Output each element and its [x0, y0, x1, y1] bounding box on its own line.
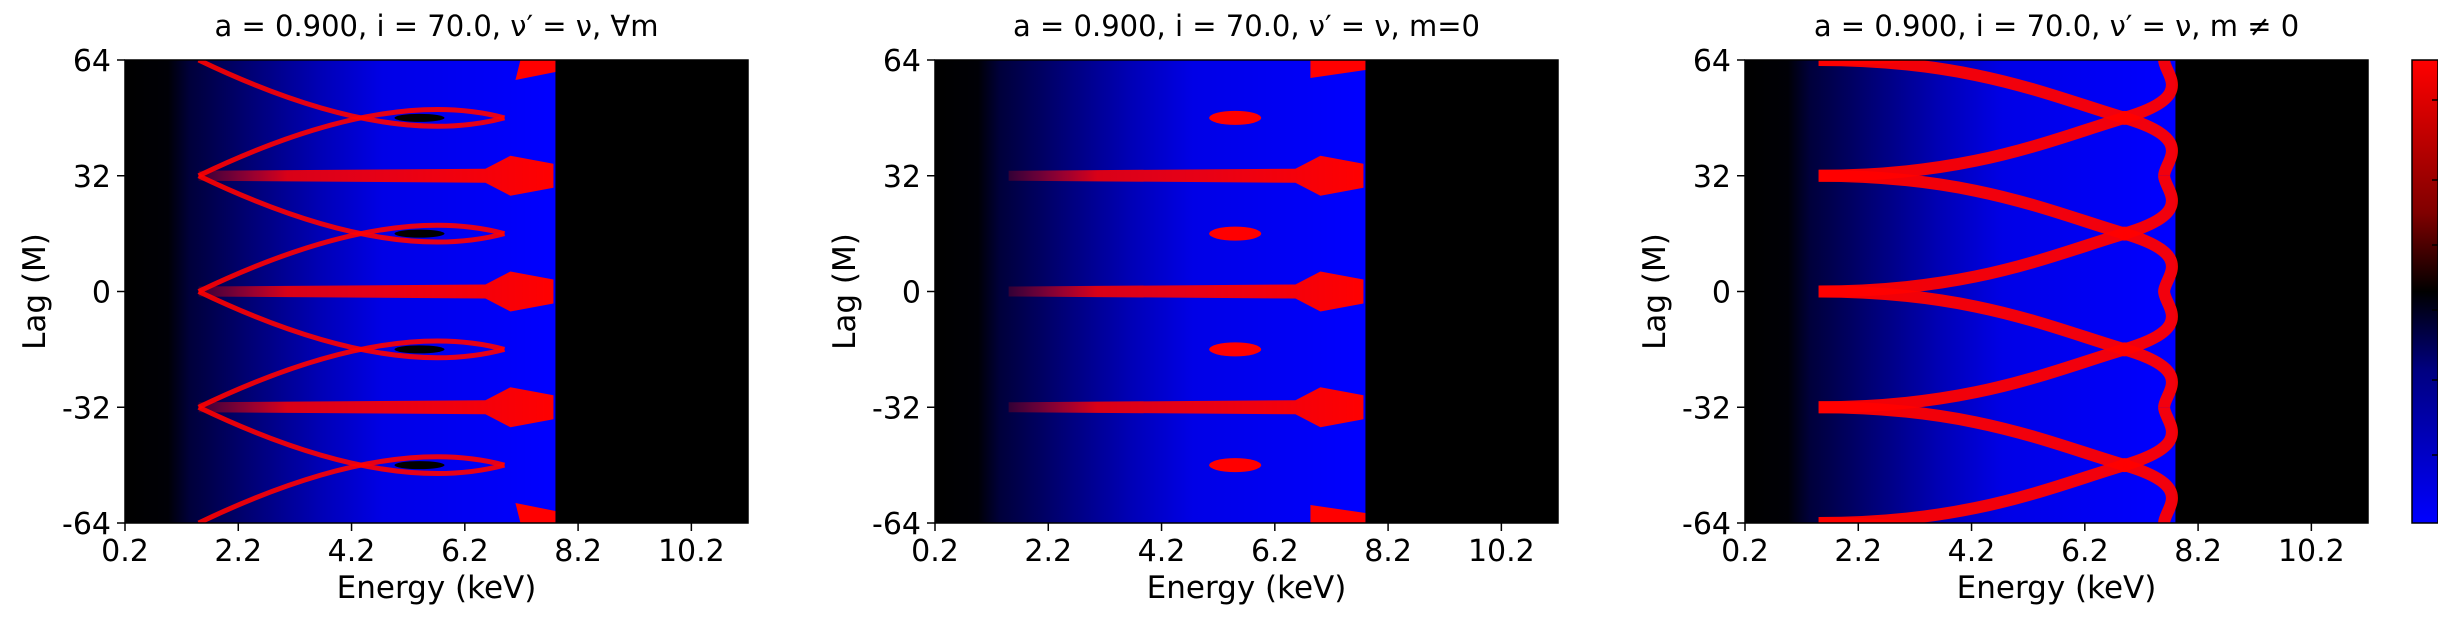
x-tick-label: 6.2: [2061, 534, 2109, 569]
red-arc: [197, 289, 506, 361]
red-arc: [197, 404, 506, 477]
y-tick-label: -32: [872, 391, 921, 426]
x-axis-label: Energy (keV): [337, 570, 537, 606]
red-spot: [1209, 342, 1262, 357]
y-tick-label: -32: [62, 391, 111, 426]
red-band: [1008, 155, 1364, 196]
x-tick-label: 8.2: [2174, 534, 2222, 569]
dark-spot: [394, 461, 445, 470]
x-tick-label: 4.2: [1138, 534, 1186, 569]
crossing-point: [2117, 110, 2132, 125]
x-tick-label: 0.2: [911, 534, 959, 569]
x-tick-label: 0.2: [1721, 534, 1769, 569]
red-band: [1818, 401, 2178, 523]
crossing-point: [2117, 226, 2132, 241]
colorbar: [2411, 59, 2438, 524]
red-arc: [197, 106, 506, 179]
x-tick-label: 10.2: [658, 534, 725, 569]
red-band: [1818, 285, 2178, 409]
y-tick-label: -64: [1682, 507, 1731, 542]
red-spot: [1209, 110, 1262, 125]
y-tick-label: 32: [1693, 160, 1731, 195]
red-band: [198, 271, 554, 312]
panel-2: a = 0.900, i = 70.0, ν′ = ν, m=0 0.2 2.2 4.…: [827, 9, 1559, 606]
red-arc: [197, 60, 506, 129]
red-edge: [1310, 505, 1366, 523]
dark-spot: [394, 113, 445, 122]
y-axis-label: Lag (M): [1637, 233, 1673, 350]
red-band: [1818, 60, 2178, 182]
chart-title: a = 0.900, i = 70.0, ν′ = ν, m ≠ 0: [1814, 9, 2299, 43]
x-tick-label: 8.2: [554, 534, 602, 569]
red-spot: [1209, 458, 1262, 473]
y-axis-label: Lag (M): [17, 233, 53, 350]
red-arc: [197, 454, 506, 523]
x-tick-label: 4.2: [328, 534, 376, 569]
y-tick-label: -32: [1682, 391, 1731, 426]
crossing-point: [2117, 458, 2132, 473]
dark-spot: [394, 229, 445, 238]
y-tick-label: 32: [883, 160, 921, 195]
red-band: [1818, 169, 2178, 293]
panel-3: a = 0.900, i = 70.0, ν′ = ν, m ≠ 0 0.2 2.2…: [1637, 9, 2369, 606]
chart-title: a = 0.900, i = 70.0, ν′ = ν, ∀m: [214, 9, 658, 43]
red-band: [1818, 290, 2178, 414]
red-band: [1008, 271, 1364, 312]
heatmap: [1745, 60, 2368, 523]
red-band: [1818, 60, 2178, 177]
y-tick-label: 32: [73, 160, 111, 195]
x-axis-label: Energy (keV): [1957, 570, 2157, 606]
red-arc: [197, 173, 506, 245]
red-arc: [197, 222, 506, 294]
panel-1: a = 0.900, i = 70.0, ν′ = ν, ∀m 0.2 2.2 4.2…: [17, 9, 749, 606]
red-band: [198, 387, 554, 428]
red-band: [1008, 387, 1364, 428]
heatmap: [935, 60, 1558, 523]
x-tick-label: 10.2: [2278, 534, 2345, 569]
red-edge: [515, 503, 556, 523]
x-tick-label: 2.2: [214, 534, 262, 569]
y-tick-label: 0: [902, 276, 921, 311]
x-tick-label: 2.2: [1834, 534, 1882, 569]
x-tick-label: 4.2: [1948, 534, 1996, 569]
x-tick-label: 0.2: [101, 534, 149, 569]
x-tick-label: 8.2: [1364, 534, 1412, 569]
y-tick-label: 0: [92, 276, 111, 311]
y-tick-label: 64: [883, 44, 921, 79]
x-tick-label: 6.2: [441, 534, 489, 569]
red-spot: [1209, 226, 1262, 241]
y-tick-label: -64: [62, 507, 111, 542]
x-tick-label: 6.2: [1251, 534, 1299, 569]
red-band: [1818, 406, 2178, 523]
chart-title: a = 0.900, i = 70.0, ν′ = ν, m=0: [1013, 9, 1480, 43]
y-tick-label: 0: [1712, 276, 1731, 311]
red-arc: [197, 338, 506, 410]
dark-spot: [394, 345, 445, 354]
y-tick-label: -64: [872, 507, 921, 542]
red-band: [198, 155, 554, 196]
heatmap: [125, 60, 748, 523]
crossing-point: [2117, 342, 2132, 357]
y-tick-label: 64: [1693, 44, 1731, 79]
y-tick-label: 64: [73, 44, 111, 79]
y-axis-label: Lag (M): [827, 233, 863, 350]
x-tick-label: 10.2: [1468, 534, 1535, 569]
x-tick-label: 2.2: [1024, 534, 1072, 569]
red-edge: [515, 60, 556, 80]
red-band: [1818, 174, 2178, 298]
red-edge: [1310, 60, 1366, 78]
x-axis-label: Energy (keV): [1147, 570, 1347, 606]
